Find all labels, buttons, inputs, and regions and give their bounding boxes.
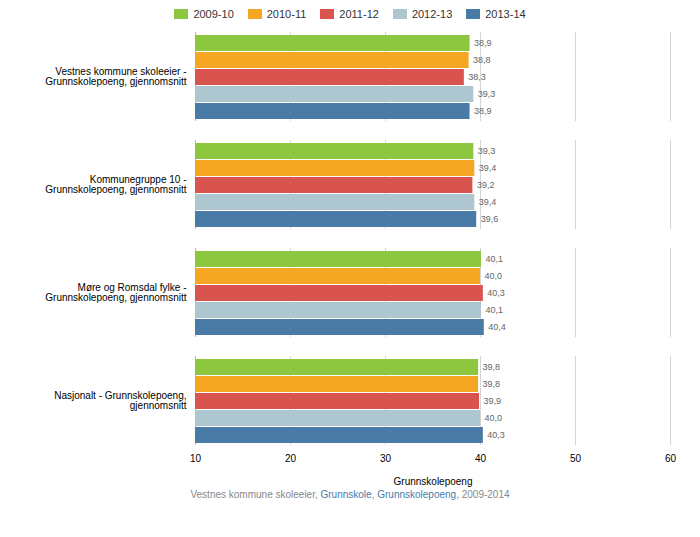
svg-text:30: 30 xyxy=(380,453,392,464)
svg-text:39,8: 39,8 xyxy=(483,379,501,389)
svg-text:Møre og Romsdal fylke -Grunnsk: Møre og Romsdal fylke -Grunnskolepoeng, … xyxy=(45,282,186,303)
svg-text:39,6: 39,6 xyxy=(481,214,499,224)
svg-text:38,9: 38,9 xyxy=(474,38,492,48)
svg-text:38,9: 38,9 xyxy=(474,106,492,116)
svg-text:39,4: 39,4 xyxy=(479,163,497,173)
svg-text:60: 60 xyxy=(665,453,677,464)
svg-text:Grunnskolepoeng: Grunnskolepoeng xyxy=(394,476,473,487)
svg-text:38,8: 38,8 xyxy=(473,55,491,65)
svg-text:50: 50 xyxy=(570,453,582,464)
svg-text:10: 10 xyxy=(190,453,202,464)
svg-text:Nasjonalt - Grunnskolepoeng,gj: Nasjonalt - Grunnskolepoeng,gjennomsnitt xyxy=(54,390,187,411)
svg-text:Kommunegruppe 10 -Grunnskolepo: Kommunegruppe 10 -Grunnskolepoeng, gjenn… xyxy=(45,174,186,195)
svg-text:40,3: 40,3 xyxy=(487,288,505,298)
svg-text:39,8: 39,8 xyxy=(483,362,501,372)
svg-text:40,1: 40,1 xyxy=(485,305,503,315)
svg-text:20: 20 xyxy=(285,453,297,464)
svg-text:39,4: 39,4 xyxy=(479,197,497,207)
html-text:2010-11: 2010-11 xyxy=(266,8,307,20)
html-text:2011-12: 2011-12 xyxy=(339,8,379,20)
svg-text:40,4: 40,4 xyxy=(488,322,506,332)
svg-text:40,1: 40,1 xyxy=(485,254,503,264)
svg-text:38,3: 38,3 xyxy=(468,72,486,82)
svg-text:39,3: 39,3 xyxy=(478,146,496,156)
html-text:2012-13: 2012-13 xyxy=(411,8,453,20)
svg-text:40,3: 40,3 xyxy=(487,430,505,440)
svg-text:40,0: 40,0 xyxy=(485,413,503,423)
svg-text:40,0: 40,0 xyxy=(485,271,503,281)
html-text:2009-10: 2009-10 xyxy=(193,8,234,20)
html-text:Vestnes kommune skoleeier, Gru: Vestnes kommune skoleeier, Grunnskole, G… xyxy=(190,489,510,500)
svg-text:39,3: 39,3 xyxy=(478,89,496,99)
svg-text:39,2: 39,2 xyxy=(477,180,495,190)
svg-text:40: 40 xyxy=(475,453,487,464)
html-text:2013-14: 2013-14 xyxy=(485,8,526,20)
svg-text:39,9: 39,9 xyxy=(484,396,502,406)
svg-text:Vestnes kommune skoleeier -Gru: Vestnes kommune skoleeier -Grunnskolepoe… xyxy=(45,66,186,87)
